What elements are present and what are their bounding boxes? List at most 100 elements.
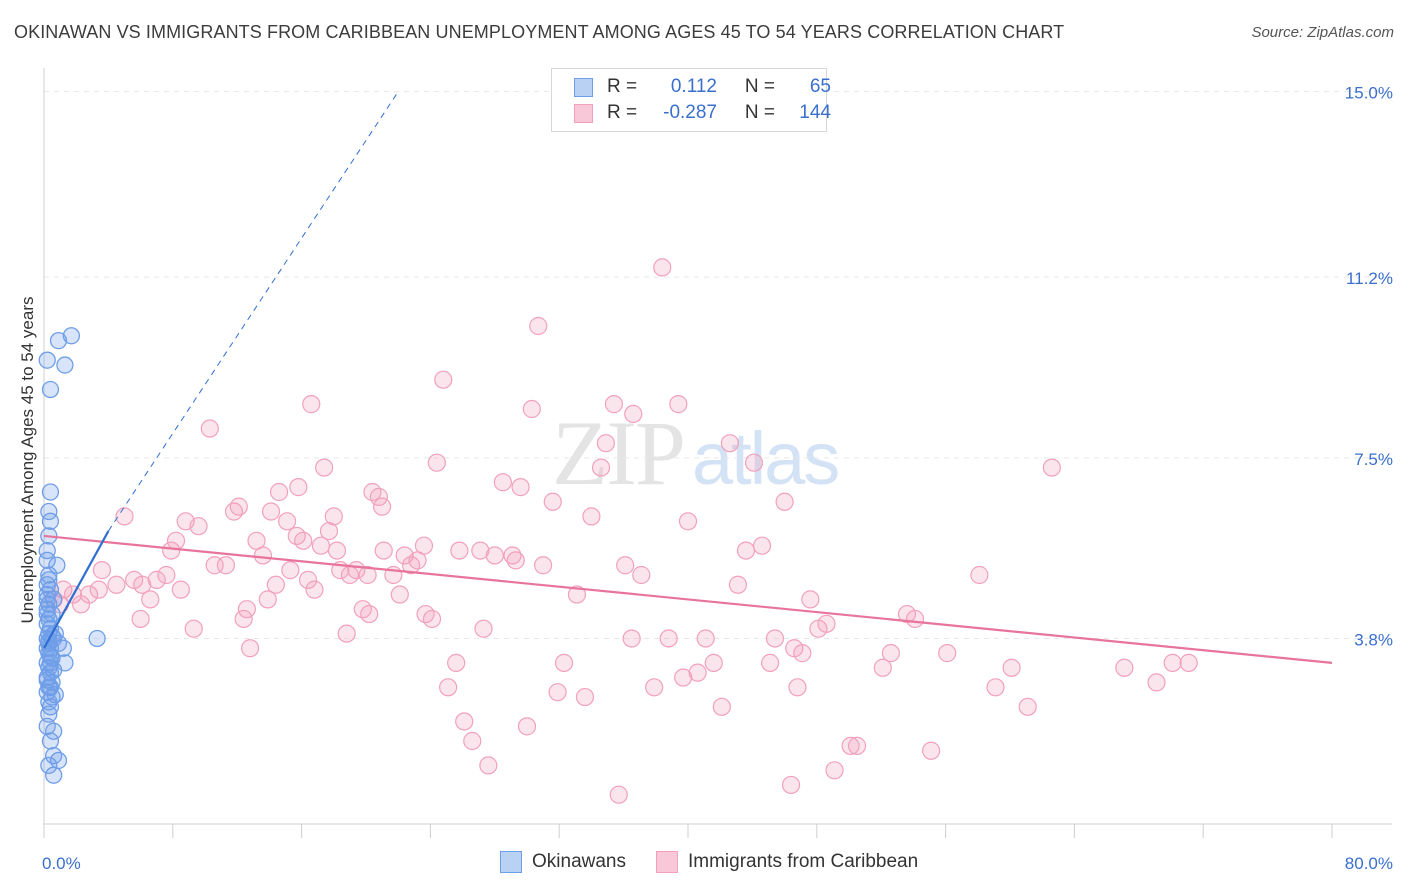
caribbean-point bbox=[89, 580, 108, 599]
caribbean-point bbox=[439, 678, 458, 697]
caribbean-point bbox=[337, 624, 356, 643]
caribbean-point bbox=[825, 761, 844, 780]
caribbean-point bbox=[506, 551, 525, 570]
legend-swatch-okinawan bbox=[574, 77, 593, 97]
caribbean-point bbox=[575, 687, 595, 707]
caribbean-point bbox=[133, 575, 152, 594]
caribbean-point bbox=[427, 453, 446, 472]
okinawan-trend-line bbox=[43, 530, 110, 649]
caribbean-point bbox=[622, 629, 641, 648]
caribbean-point bbox=[801, 590, 820, 609]
caribbean-trend-line bbox=[43, 534, 1333, 664]
caribbean-point bbox=[278, 512, 297, 531]
caribbean-point bbox=[596, 434, 615, 453]
caribbean-point bbox=[369, 487, 388, 506]
caribbean-point bbox=[688, 663, 707, 682]
y-tick-label: 11.2% bbox=[1346, 269, 1393, 288]
okinawan-point bbox=[41, 483, 60, 501]
caribbean-point bbox=[986, 678, 1005, 697]
watermark-atlas: atlas bbox=[692, 417, 840, 500]
bottom-legend-okinawan: Okinawans bbox=[500, 851, 626, 873]
legend: R = 0.112 N = 65 R = -0.287 N = 144 bbox=[551, 68, 831, 132]
caribbean-point bbox=[115, 507, 134, 526]
caribbean-point bbox=[237, 600, 256, 619]
legend-n-value: 65 bbox=[809, 76, 831, 97]
caribbean-point bbox=[554, 653, 574, 672]
caribbean-point bbox=[474, 619, 493, 638]
caribbean-point bbox=[645, 678, 664, 697]
legend-n-label: N = bbox=[744, 76, 775, 97]
okinawan-point bbox=[43, 605, 61, 623]
caribbean-point bbox=[447, 653, 466, 672]
bottom-legend-caribbean: Immigrants from Caribbean bbox=[656, 851, 918, 873]
caribbean-point bbox=[319, 521, 339, 541]
caribbean-point bbox=[1042, 458, 1061, 477]
caribbean-point bbox=[298, 570, 318, 589]
caribbean-point bbox=[1147, 673, 1166, 692]
okinawan-point bbox=[38, 551, 56, 570]
caribbean-point bbox=[659, 629, 678, 648]
okinawan-trend-extension bbox=[107, 91, 399, 532]
caribbean-point bbox=[881, 644, 900, 663]
caribbean-point bbox=[905, 609, 925, 629]
okinawan-point bbox=[41, 380, 60, 399]
caribbean-point bbox=[184, 619, 203, 638]
caribbean-point bbox=[455, 712, 474, 731]
caribbean-point bbox=[240, 639, 260, 658]
caribbean-point bbox=[817, 614, 836, 633]
okinawan-point bbox=[41, 732, 60, 750]
caribbean-point bbox=[471, 541, 490, 560]
chart-title: OKINAWAN VS IMMIGRANTS FROM CARIBBEAN UN… bbox=[14, 22, 1065, 42]
bottom-legend-okinawan-label: Okinawans bbox=[532, 851, 626, 872]
legend-r-value: -0.287 bbox=[663, 102, 717, 123]
caribbean-point bbox=[315, 458, 334, 477]
caribbean-point bbox=[938, 644, 957, 663]
y-tick-label: 3.8% bbox=[1354, 630, 1393, 649]
legend-n-value: 144 bbox=[799, 102, 831, 123]
caribbean-point bbox=[450, 541, 469, 560]
caribbean-point bbox=[775, 492, 794, 511]
caribbean-point bbox=[281, 561, 300, 580]
caribbean-point bbox=[229, 497, 248, 516]
okinawan-point bbox=[45, 766, 63, 784]
legend-swatch-caribbean bbox=[574, 103, 593, 123]
caribbean-point bbox=[591, 458, 611, 477]
okinawan-point bbox=[49, 331, 68, 350]
caribbean-point bbox=[305, 580, 324, 599]
okinawan-point bbox=[41, 512, 60, 530]
watermark: ZIP atlas bbox=[552, 400, 840, 506]
watermark-zip: ZIP bbox=[552, 402, 686, 504]
caribbean-point bbox=[847, 736, 867, 755]
okinawan-point bbox=[40, 571, 58, 589]
okinawan-point bbox=[38, 541, 56, 560]
caribbean-point bbox=[216, 556, 236, 575]
caribbean-point bbox=[922, 741, 941, 760]
caribbean-point bbox=[548, 683, 567, 702]
okinawan-point bbox=[46, 685, 64, 704]
caribbean-point bbox=[582, 507, 601, 526]
caribbean-point bbox=[162, 541, 181, 560]
caribbean-point bbox=[1179, 653, 1198, 672]
legend-n-label: N = bbox=[744, 102, 775, 123]
caribbean-point bbox=[752, 536, 772, 555]
y-axis-label: Unemployment Among Ages 45 to 54 years bbox=[18, 296, 37, 624]
caribbean-point bbox=[567, 585, 587, 604]
caribbean-point bbox=[485, 546, 504, 565]
caribbean-point bbox=[287, 526, 306, 546]
caribbean-point bbox=[609, 785, 628, 804]
okinawan-point bbox=[38, 351, 56, 369]
caribbean-point bbox=[324, 507, 343, 526]
caribbean-point bbox=[632, 565, 651, 585]
caribbean-point bbox=[79, 585, 99, 604]
caribbean-point bbox=[434, 370, 453, 389]
x-tick-label: 0.0% bbox=[42, 854, 81, 873]
caribbean-point bbox=[261, 502, 281, 521]
caribbean-point bbox=[696, 629, 715, 648]
caribbean-point bbox=[604, 395, 624, 414]
caribbean-point bbox=[416, 604, 435, 624]
y-tick-label: 15.0% bbox=[1345, 84, 1393, 103]
caribbean-point bbox=[674, 668, 693, 687]
caribbean-point bbox=[258, 590, 277, 609]
caribbean-point bbox=[302, 395, 321, 414]
caribbean-point bbox=[669, 395, 688, 414]
